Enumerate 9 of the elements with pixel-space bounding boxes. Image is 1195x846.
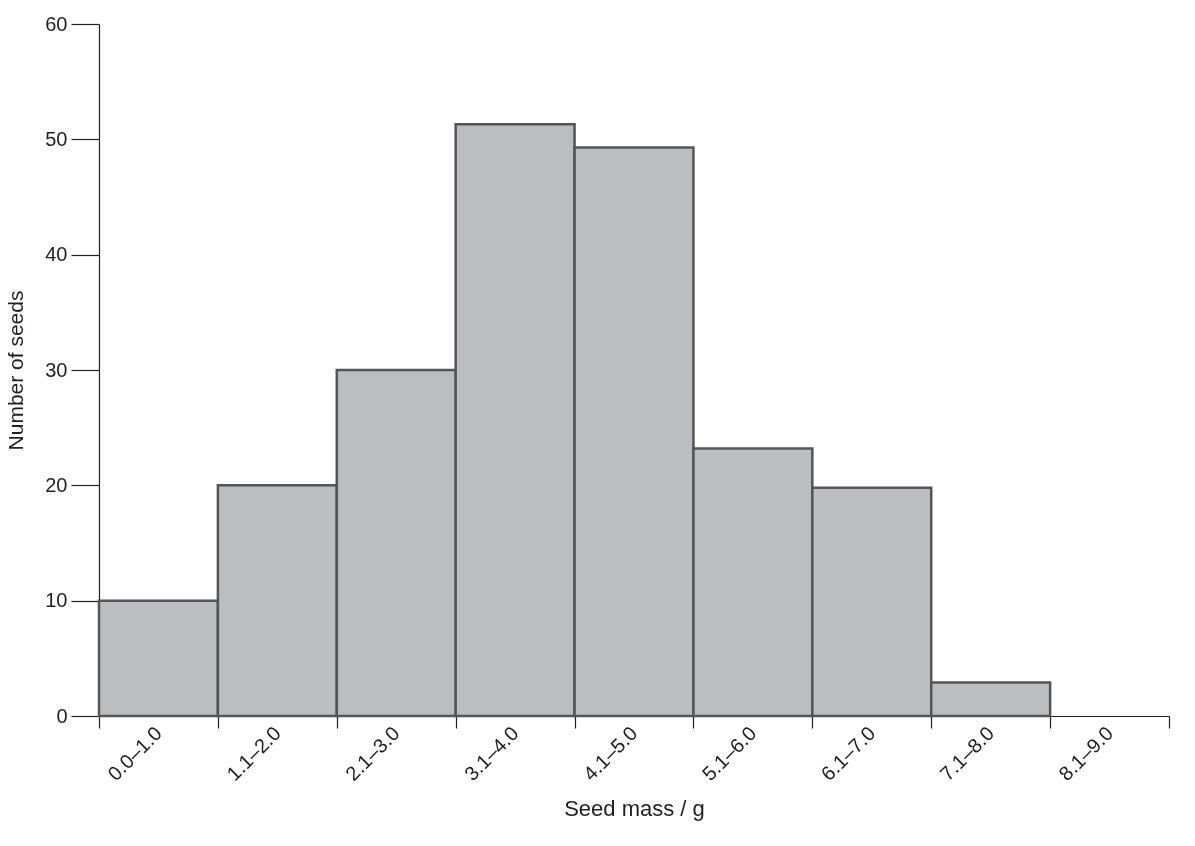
y-tick-label: 60	[45, 12, 68, 35]
y-tick-label: 30	[45, 358, 68, 381]
x-axis-title: Seed mass / g	[564, 795, 705, 821]
y-tick-label: 50	[45, 127, 68, 150]
y-tick-label: 0	[56, 704, 68, 727]
y-tick-label: 40	[45, 243, 68, 266]
y-tick-label: 10	[45, 589, 68, 612]
y-axis-title: Number of seeds	[4, 290, 28, 451]
y-tick-label: 20	[45, 473, 68, 496]
